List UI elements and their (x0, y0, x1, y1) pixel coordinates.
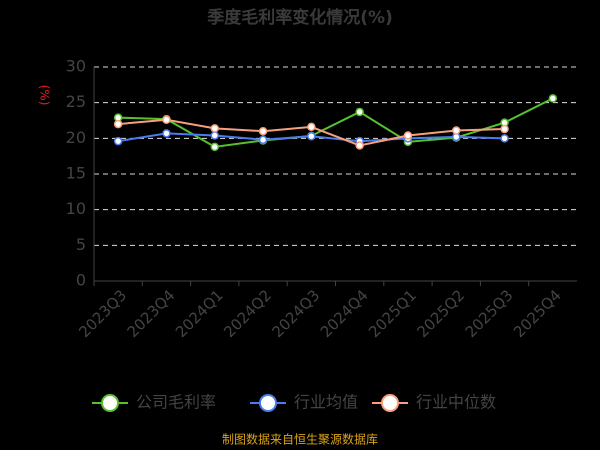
y-tick-label: 20 (66, 128, 86, 147)
point (113, 136, 123, 146)
legend-label: 公司毛利率 (136, 393, 216, 412)
y-tick-label: 10 (66, 199, 86, 218)
legend-label: 行业中位数 (416, 393, 496, 412)
point (307, 131, 316, 141)
point (210, 124, 219, 133)
source-note: 制图数据来自恒生聚源数据库 (222, 432, 378, 447)
point (210, 142, 219, 152)
x-tick-label: 2025Q4 (510, 286, 565, 341)
point (355, 107, 364, 117)
x-tick-label: 2023Q4 (124, 286, 179, 341)
chart-title: 季度毛利率变化情况(%) (207, 7, 393, 28)
point (403, 131, 413, 140)
point (548, 94, 558, 103)
point (162, 129, 171, 138)
point (452, 126, 461, 135)
x-tick-label: 2023Q3 (75, 286, 130, 341)
point (258, 126, 268, 136)
point (258, 135, 268, 145)
y-tick-label: 5 (76, 235, 86, 254)
legend-swatch (101, 394, 119, 412)
point (355, 141, 364, 150)
point (210, 131, 219, 140)
legend-label: 行业均值 (294, 393, 358, 412)
y-tick-label: 15 (66, 164, 86, 183)
legend-swatch (381, 394, 399, 412)
x-tick-label: 2025Q1 (365, 286, 420, 341)
y-tick-label: 0 (76, 271, 86, 290)
point (113, 119, 123, 129)
x-tick-label: 2024Q1 (172, 286, 227, 341)
x-tick-label: 2024Q3 (269, 286, 324, 341)
x-tick-label: 2025Q2 (413, 286, 468, 341)
x-tick-label: 2024Q4 (317, 286, 372, 341)
point (500, 124, 509, 134)
legend-swatch (259, 394, 277, 412)
y-tick-label: 25 (66, 92, 86, 111)
point (162, 115, 171, 125)
point (500, 134, 509, 143)
point (307, 122, 316, 132)
y-tick-label: 30 (66, 57, 86, 76)
x-tick-label: 2025Q3 (462, 286, 517, 341)
x-tick-label: 2024Q2 (220, 286, 275, 341)
y-axis-label: (%) (38, 85, 52, 106)
